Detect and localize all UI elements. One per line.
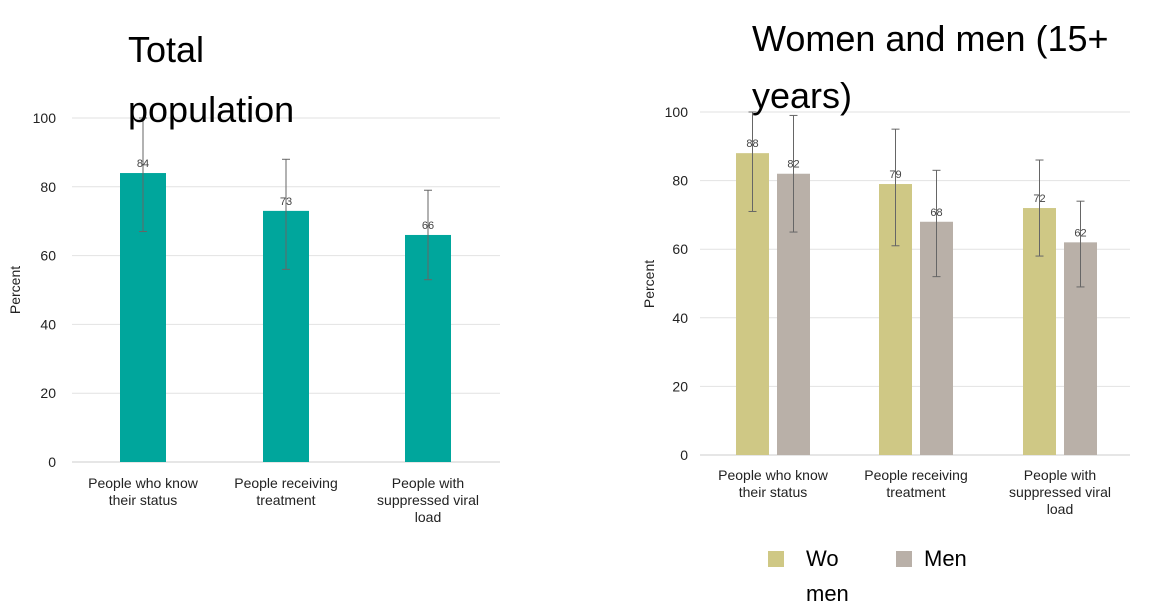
y-tick-label: 80	[40, 179, 56, 195]
y-tick-label: 100	[33, 110, 57, 126]
y-tick-label: 100	[665, 104, 689, 120]
chart-title: Women and men (15+	[752, 18, 1109, 59]
y-axis-label: Percent	[641, 260, 657, 308]
chart-title: population	[128, 89, 294, 130]
x-tick-label: People receiving	[234, 475, 338, 491]
y-axis-label: Percent	[7, 266, 23, 314]
y-tick-label: 80	[672, 173, 688, 189]
y-tick-label: 20	[672, 378, 688, 394]
y-tick-label: 40	[40, 316, 56, 332]
x-tick-label: People with	[392, 475, 464, 491]
x-tick-label: load	[415, 509, 441, 525]
data-label: 72	[1033, 193, 1045, 205]
x-tick-label: their status	[739, 484, 807, 500]
data-label: 66	[422, 220, 434, 232]
x-tick-label: load	[1047, 501, 1073, 517]
x-tick-label: treatment	[256, 492, 315, 508]
data-label: 84	[137, 158, 149, 170]
legend-swatch	[768, 551, 784, 567]
y-tick-label: 60	[672, 241, 688, 257]
data-label: 88	[746, 138, 758, 150]
x-tick-label: treatment	[886, 484, 945, 500]
y-tick-label: 20	[40, 385, 56, 401]
x-tick-label: suppressed viral	[377, 492, 479, 508]
x-tick-label: People with	[1024, 467, 1096, 483]
y-tick-label: 40	[672, 310, 688, 326]
legend-swatch	[896, 551, 912, 567]
data-label: 68	[930, 207, 942, 219]
chart-title: Total	[128, 29, 204, 70]
x-tick-label: suppressed viral	[1009, 484, 1111, 500]
y-tick-label: 0	[680, 447, 688, 463]
chart-1: 0 20 40 60 80 100 Percent 84 73 66 People who know…	[7, 29, 500, 525]
data-label: 73	[280, 196, 292, 208]
legend: Wo men Men	[768, 546, 967, 606]
data-label: 79	[889, 169, 901, 181]
x-tick-label: their status	[109, 492, 177, 508]
chart-2: 0 20 40 60 80 100 Percent 88 79 72 82 68 62 People wh…	[641, 18, 1130, 606]
legend-label: men	[806, 581, 849, 606]
x-tick-label: People receiving	[864, 467, 968, 483]
legend-label: Men	[924, 546, 967, 571]
legend-label: Wo	[806, 546, 839, 571]
x-tick-label: People who know	[718, 467, 829, 483]
x-tick-label: People who know	[88, 475, 199, 491]
chart-title: years)	[752, 75, 852, 116]
data-label: 82	[787, 159, 799, 171]
y-tick-label: 60	[40, 248, 56, 264]
data-label: 62	[1074, 227, 1086, 239]
y-tick-label: 0	[48, 454, 56, 470]
